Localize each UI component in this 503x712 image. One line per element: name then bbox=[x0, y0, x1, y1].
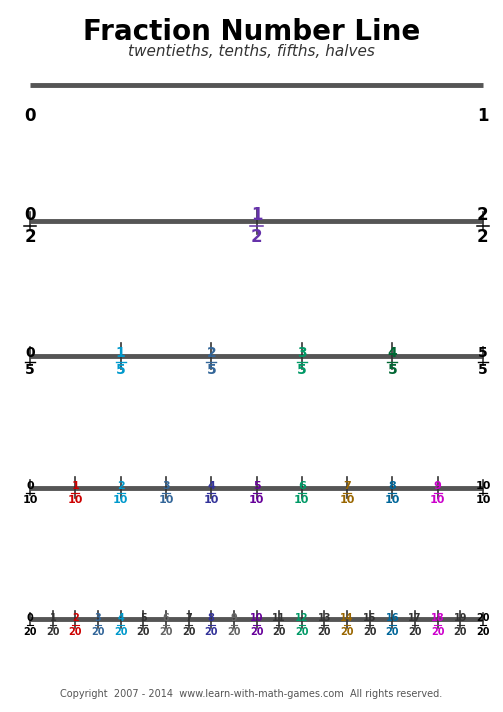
Text: 20: 20 bbox=[205, 627, 218, 637]
Text: 1: 1 bbox=[477, 107, 488, 125]
Text: 6: 6 bbox=[298, 481, 306, 491]
Text: 2: 2 bbox=[206, 345, 216, 360]
Text: 19: 19 bbox=[454, 613, 467, 623]
Text: 10: 10 bbox=[158, 495, 174, 505]
Text: 7: 7 bbox=[185, 613, 192, 623]
Text: 20: 20 bbox=[46, 627, 59, 637]
Text: 20: 20 bbox=[182, 627, 195, 637]
Text: 1: 1 bbox=[49, 613, 56, 623]
Text: 10: 10 bbox=[23, 495, 38, 505]
Text: 10: 10 bbox=[340, 495, 355, 505]
Text: 20: 20 bbox=[273, 627, 286, 637]
Text: 20: 20 bbox=[408, 627, 422, 637]
Text: 10: 10 bbox=[249, 495, 264, 505]
Text: 5: 5 bbox=[478, 345, 488, 360]
Text: 16: 16 bbox=[386, 613, 399, 623]
Text: 7: 7 bbox=[343, 481, 351, 491]
Text: 5: 5 bbox=[297, 363, 307, 377]
Text: 2: 2 bbox=[72, 613, 79, 623]
Text: 8: 8 bbox=[208, 613, 215, 623]
Text: 10: 10 bbox=[294, 495, 309, 505]
Text: 5: 5 bbox=[478, 363, 488, 377]
Text: 2: 2 bbox=[117, 481, 125, 491]
Text: 8: 8 bbox=[388, 481, 396, 491]
Text: 10: 10 bbox=[250, 613, 263, 623]
Text: 20: 20 bbox=[454, 627, 467, 637]
Text: 20: 20 bbox=[137, 627, 150, 637]
Text: 20: 20 bbox=[295, 627, 308, 637]
Text: 10: 10 bbox=[204, 495, 219, 505]
Text: 20: 20 bbox=[386, 627, 399, 637]
Text: 1: 1 bbox=[251, 206, 262, 224]
Text: 1: 1 bbox=[116, 345, 126, 360]
Text: 5: 5 bbox=[387, 363, 397, 377]
Text: 10: 10 bbox=[475, 495, 490, 505]
Text: 5: 5 bbox=[253, 481, 261, 491]
Text: 20: 20 bbox=[159, 627, 173, 637]
Text: 3: 3 bbox=[162, 481, 170, 491]
Text: 10: 10 bbox=[430, 495, 445, 505]
Text: 20: 20 bbox=[476, 613, 489, 623]
Text: 2: 2 bbox=[250, 228, 263, 246]
Text: 17: 17 bbox=[408, 613, 422, 623]
Text: 14: 14 bbox=[341, 613, 354, 623]
Text: 20: 20 bbox=[24, 627, 37, 637]
Text: 11: 11 bbox=[273, 613, 286, 623]
Text: 10: 10 bbox=[68, 495, 83, 505]
Text: 4: 4 bbox=[207, 481, 215, 491]
Text: 20: 20 bbox=[92, 627, 105, 637]
Text: 5: 5 bbox=[140, 613, 147, 623]
Text: 15: 15 bbox=[363, 613, 376, 623]
Text: 6: 6 bbox=[162, 613, 170, 623]
Text: 20: 20 bbox=[250, 627, 263, 637]
Text: 5: 5 bbox=[116, 363, 126, 377]
Text: 20: 20 bbox=[476, 627, 489, 637]
Text: 9: 9 bbox=[230, 613, 237, 623]
Text: 20: 20 bbox=[341, 627, 354, 637]
Text: 20: 20 bbox=[431, 627, 444, 637]
Text: 10: 10 bbox=[113, 495, 128, 505]
Text: 3: 3 bbox=[297, 345, 307, 360]
Text: 18: 18 bbox=[431, 613, 445, 623]
Text: 20: 20 bbox=[227, 627, 240, 637]
Text: 1: 1 bbox=[71, 481, 79, 491]
Text: 5: 5 bbox=[25, 363, 35, 377]
Text: 5: 5 bbox=[206, 363, 216, 377]
Text: 0: 0 bbox=[26, 481, 34, 491]
Text: 2: 2 bbox=[477, 228, 489, 246]
Text: 20: 20 bbox=[69, 627, 82, 637]
Text: 3: 3 bbox=[95, 613, 102, 623]
Text: 13: 13 bbox=[318, 613, 331, 623]
Text: 12: 12 bbox=[295, 613, 308, 623]
Text: 9: 9 bbox=[434, 481, 442, 491]
Text: 10: 10 bbox=[385, 495, 400, 505]
Text: 2: 2 bbox=[24, 228, 36, 246]
Text: 0: 0 bbox=[25, 206, 36, 224]
Text: Copyright  2007 - 2014  www.learn-with-math-games.com  All rights reserved.: Copyright 2007 - 2014 www.learn-with-mat… bbox=[60, 689, 443, 699]
Text: 4: 4 bbox=[387, 345, 397, 360]
Text: 4: 4 bbox=[117, 613, 124, 623]
Text: 20: 20 bbox=[114, 627, 127, 637]
Text: 0: 0 bbox=[25, 345, 35, 360]
Text: 0: 0 bbox=[27, 613, 34, 623]
Text: twentieths, tenths, fifths, halves: twentieths, tenths, fifths, halves bbox=[128, 44, 375, 60]
Text: 0: 0 bbox=[25, 107, 36, 125]
Text: 20: 20 bbox=[363, 627, 376, 637]
Text: 20: 20 bbox=[318, 627, 331, 637]
Text: 2: 2 bbox=[477, 206, 489, 224]
Text: 10: 10 bbox=[475, 481, 490, 491]
Text: Fraction Number Line: Fraction Number Line bbox=[83, 18, 420, 46]
